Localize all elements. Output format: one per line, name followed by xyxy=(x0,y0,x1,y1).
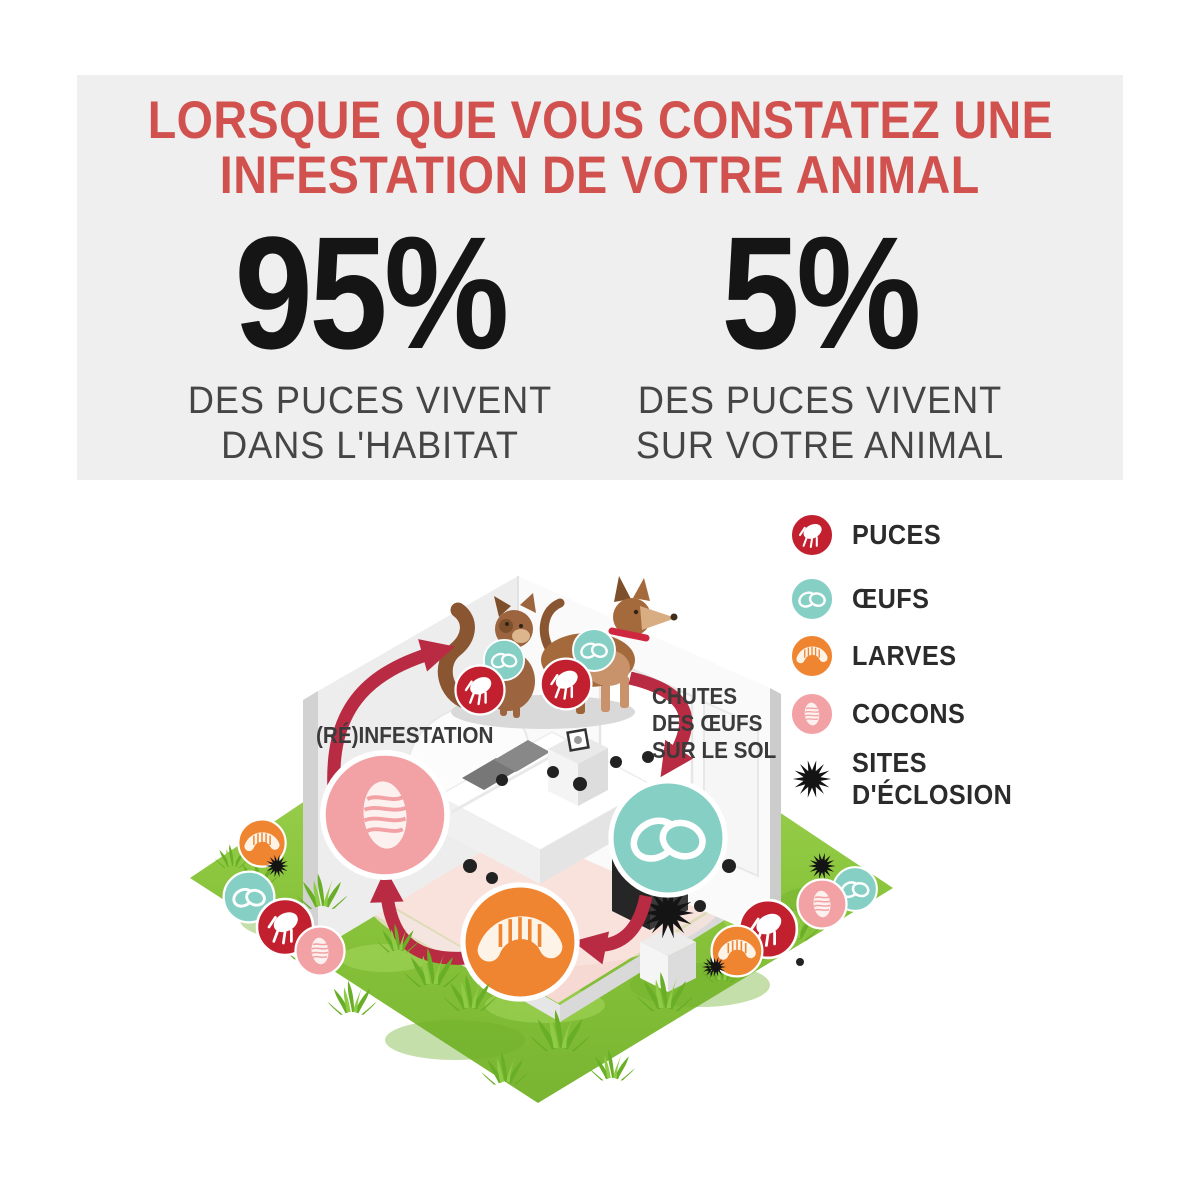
title-line-2: INFESTATION DE VOTRE ANIMAL xyxy=(220,146,980,205)
stat-habitat-value: 95% xyxy=(234,203,509,382)
grass-stage-badges xyxy=(222,819,879,976)
eggs-fall-arrow xyxy=(628,671,694,778)
nightstand xyxy=(548,728,608,806)
reinfestation-label: (RÉ)INFESTATION xyxy=(316,722,494,748)
legend-label: ŒUFS xyxy=(852,583,930,614)
dog-collar xyxy=(608,627,650,642)
legend-item-larves: LARVES xyxy=(788,632,1030,680)
stat-habitat-caption: DES PUCES VIVENT DANS L'HABITAT xyxy=(187,380,553,467)
header-panel: LORSQUE QUE VOUS CONSTATEZ UNE INFESTATI… xyxy=(77,75,1123,480)
stat-animal: 5% DES PUCES VIVENT SUR VOTRE ANIMAL xyxy=(590,213,1050,469)
legend-label: PUCES xyxy=(852,519,942,550)
flea-icon xyxy=(788,511,836,559)
flea-badge-on-cat xyxy=(454,664,506,716)
legend-item-sites-eclosion: SITES D'ÉCLOSION xyxy=(788,746,1030,812)
cocoon-icon xyxy=(788,690,836,738)
larva-icon xyxy=(788,632,836,680)
eggs-icon xyxy=(788,575,836,623)
reinfestation-arrow xyxy=(327,639,455,793)
cycle-arrows xyxy=(327,639,694,965)
stat-animal-value: 5% xyxy=(721,203,922,382)
cocoon-stage-badge xyxy=(323,753,447,877)
pillow xyxy=(494,740,550,772)
picture-frame xyxy=(566,728,590,752)
legend-label: SITES D'ÉCLOSION xyxy=(852,747,1013,810)
eggs-fall-label: CHUTES DES ŒUFS SUR LE SOL xyxy=(652,683,777,763)
legend-label: LARVES xyxy=(852,640,957,671)
pillow xyxy=(462,758,518,790)
larva-stage-badge xyxy=(463,885,577,999)
page-title: LORSQUE QUE VOUS CONSTATEZ UNE INFESTATI… xyxy=(77,93,1123,203)
eggs-to-larva-arrow xyxy=(572,894,653,965)
flea-badge-on-dog xyxy=(539,657,593,711)
cat-tail xyxy=(437,602,475,710)
legend-label: COCONS xyxy=(852,698,966,729)
eggs-stage-badge xyxy=(611,781,725,895)
dog-tail xyxy=(539,598,565,653)
title-line-1: LORSQUE QUE VOUS CONSTATEZ UNE xyxy=(147,91,1053,150)
stat-animal-caption: DES PUCES VIVENT SUR VOTRE ANIMAL xyxy=(635,380,1005,467)
pets xyxy=(437,576,678,729)
legend: PUCES ŒUFS LARVES xyxy=(788,511,1030,812)
stat-habitat: 95% DES PUCES VIVENT DANS L'HABITAT xyxy=(140,213,600,469)
hatch-sites-icon xyxy=(788,756,836,802)
legend-item-puces: PUCES xyxy=(788,511,1030,559)
legend-item-cocons: COCONS xyxy=(788,690,1030,738)
legend-item-oeufs: ŒUFS xyxy=(788,575,1030,623)
